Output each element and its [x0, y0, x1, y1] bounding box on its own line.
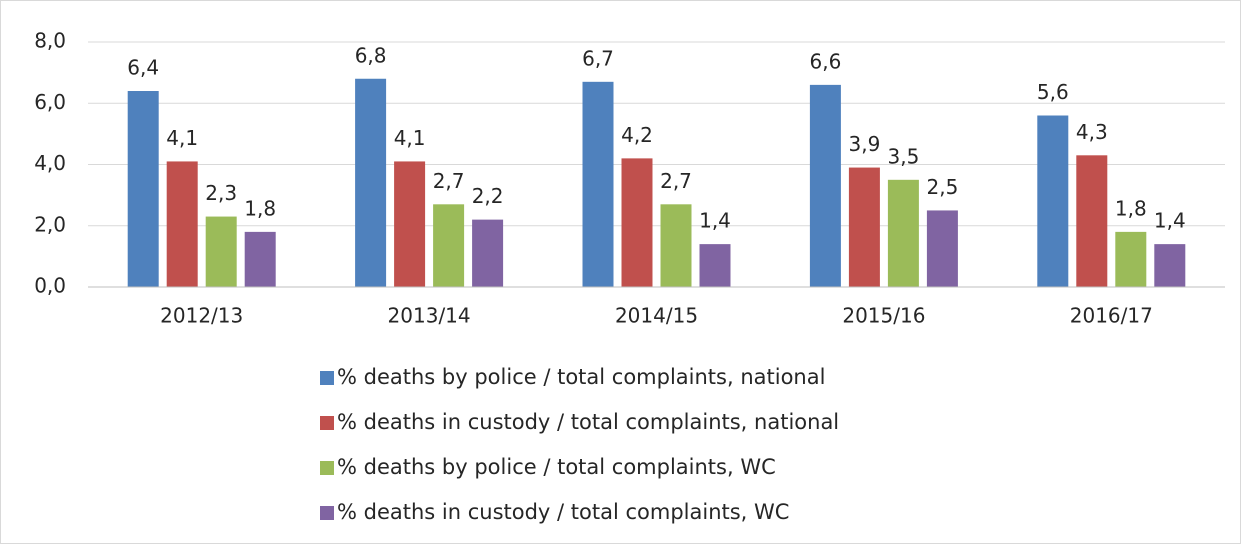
bar: [394, 161, 426, 287]
legend-label: % deaths in custody / total complaints, …: [337, 410, 839, 434]
y-tick-label: 8,0: [34, 29, 66, 53]
bar: [205, 216, 237, 287]
bar: [244, 231, 276, 287]
bar: [660, 204, 692, 287]
bar: [621, 158, 653, 287]
bar: [166, 161, 198, 287]
data-label: 2,7: [660, 169, 692, 193]
bar: [699, 244, 731, 287]
bar: [127, 91, 159, 287]
bar: [433, 204, 465, 287]
x-tick-label: 2016/17: [1070, 304, 1153, 328]
data-label: 5,6: [1037, 80, 1069, 104]
legend-swatch: [320, 461, 334, 475]
bar: [848, 167, 880, 287]
legend-swatch: [320, 506, 334, 520]
x-tick-label: 2012/13: [160, 304, 243, 328]
data-label: 4,1: [394, 126, 426, 150]
data-label: 6,8: [355, 43, 387, 67]
data-label: 3,9: [848, 132, 880, 156]
bar: [472, 219, 504, 287]
y-tick-label: 6,0: [34, 90, 66, 114]
y-tick-label: 2,0: [34, 212, 66, 236]
data-label: 6,6: [809, 49, 841, 73]
legend-label: % deaths by police / total complaints, W…: [337, 455, 776, 479]
bar: [887, 179, 919, 287]
data-label: 1,8: [244, 196, 276, 220]
y-tick-label: 4,0: [34, 151, 66, 175]
bar: [582, 81, 614, 287]
data-label: 2,5: [926, 175, 958, 199]
x-tick-label: 2013/14: [388, 304, 471, 328]
x-tick-label: 2015/16: [842, 304, 925, 328]
data-label: 4,2: [621, 123, 653, 147]
data-label: 2,2: [472, 184, 504, 208]
x-tick-label: 2014/15: [615, 304, 698, 328]
bar: [355, 78, 387, 287]
data-label: 3,5: [887, 144, 919, 168]
data-label: 1,4: [699, 209, 731, 233]
data-label: 2,7: [433, 169, 465, 193]
legend-label: % deaths by police / total complaints, n…: [337, 365, 825, 389]
data-label: 1,8: [1115, 196, 1147, 220]
bar: [1037, 115, 1069, 287]
data-label: 4,3: [1076, 120, 1108, 144]
bar: [1154, 244, 1186, 287]
data-label: 6,4: [127, 56, 159, 80]
legend-label: % deaths in custody / total complaints, …: [337, 500, 789, 524]
y-tick-label: 0,0: [34, 274, 66, 298]
bar: [1076, 155, 1108, 287]
data-label: 1,4: [1154, 209, 1186, 233]
data-label: 6,7: [582, 46, 614, 70]
data-label: 2,3: [205, 181, 237, 205]
bar: [926, 210, 958, 287]
legend-swatch: [320, 416, 334, 430]
data-label: 4,1: [166, 126, 198, 150]
bar: [1115, 231, 1147, 287]
bar: [809, 84, 841, 287]
legend-swatch: [320, 371, 334, 385]
